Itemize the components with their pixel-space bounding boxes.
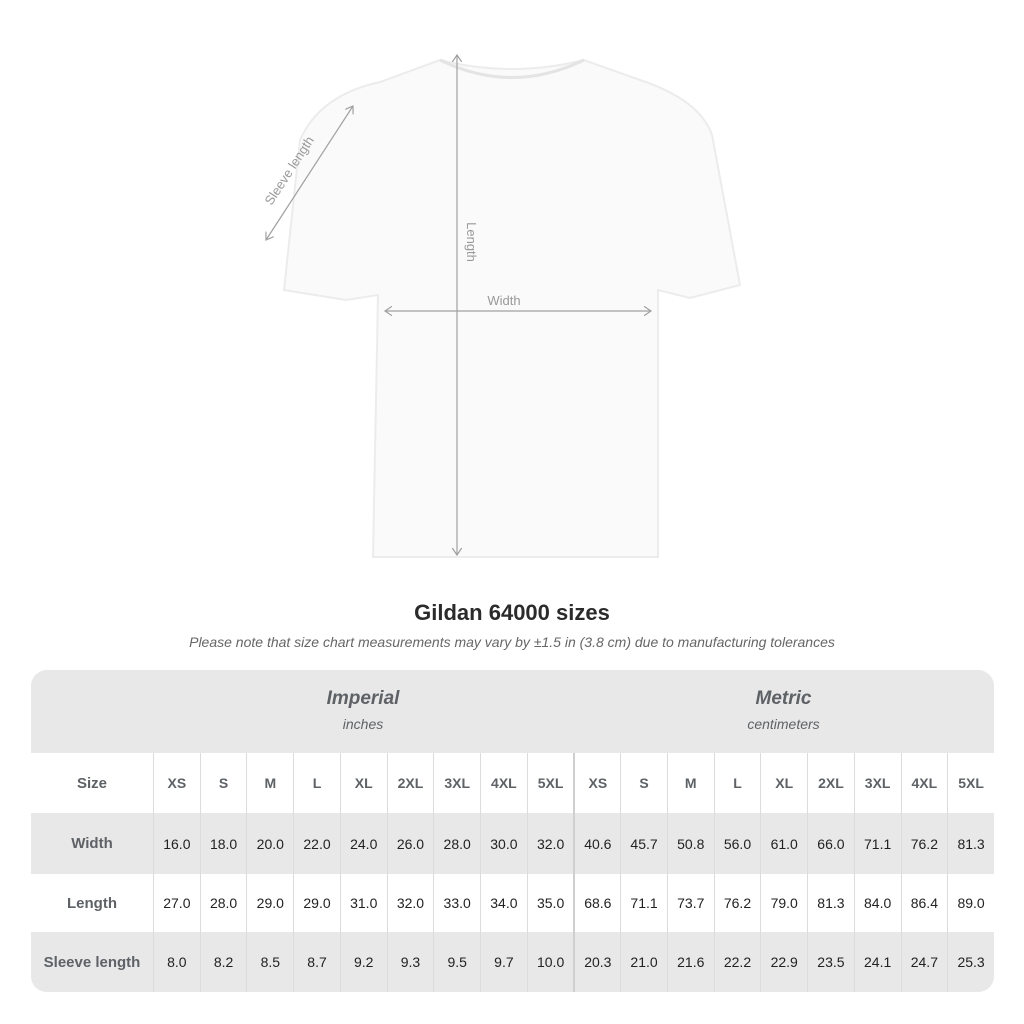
value-cell: 71.1 <box>853 813 901 874</box>
value-cell: 20.0 <box>246 813 293 874</box>
size-header-cell: 2XL <box>386 753 434 813</box>
size-header-cell: 5XL <box>526 753 574 813</box>
sleeve-arrow <box>266 106 353 240</box>
row-label: Width <box>71 835 113 852</box>
value-cell: 21.0 <box>620 932 667 992</box>
value-cell: 50.8 <box>666 813 714 874</box>
value-cell: 86.4 <box>900 874 948 932</box>
size-header-cell: M <box>666 753 714 813</box>
value-cell: 23.5 <box>807 932 854 992</box>
value-cell: 31.0 <box>339 874 387 932</box>
value-cell: 32.0 <box>386 874 434 932</box>
tshirt-shape <box>282 58 742 558</box>
value-cell: 71.1 <box>620 874 667 932</box>
size-header-cell: 4XL <box>480 753 527 813</box>
value-cell: 76.2 <box>713 874 761 932</box>
page-title: Gildan 64000 sizes <box>414 600 610 625</box>
row-label: Size <box>76 774 107 792</box>
value-cell: 22.2 <box>713 932 761 992</box>
value-cell: 79.0 <box>760 874 807 932</box>
tshirt-diagram: Sleeve length Length Width <box>261 0 742 558</box>
value-cell: 84.0 <box>853 874 901 932</box>
size-header-cell: XS <box>153 753 200 813</box>
size-header-cell: 5XL <box>947 753 994 813</box>
value-cell: 28.0 <box>199 874 247 932</box>
size-header-cell: XL <box>339 753 387 813</box>
value-cell: 28.0 <box>433 813 480 874</box>
width-label: Width <box>487 293 520 308</box>
value-cell: 25.3 <box>947 932 994 992</box>
value-cell: 35.0 <box>526 874 574 932</box>
value-cell: 27.0 <box>153 874 200 932</box>
imperial-unit: inches <box>342 716 384 732</box>
size-table: Imperial inches Metric centimeters Size X… <box>31 670 994 992</box>
metric-label: Metric <box>755 688 812 709</box>
value-cell: 29.0 <box>246 874 293 932</box>
table-row: Sleeve length 8.0 8.2 8.5 8.7 9.2 9.3 9.5 9.7 10.… <box>31 932 994 992</box>
value-cell: 45.7 <box>620 813 667 874</box>
value-cell: 32.0 <box>526 813 574 874</box>
value-cell: 30.0 <box>480 813 527 874</box>
value-cell: 81.3 <box>807 874 854 932</box>
size-header-cell: M <box>246 753 293 813</box>
size-header-cell: 3XL <box>853 753 901 813</box>
value-cell: 22.9 <box>760 932 807 992</box>
value-cell: 9.3 <box>386 932 434 992</box>
value-cell: 9.2 <box>339 932 387 992</box>
value-cell: 24.7 <box>900 932 948 992</box>
value-cell: 33.0 <box>433 874 480 932</box>
value-cell: 26.0 <box>386 813 434 874</box>
value-cell: 8.2 <box>199 932 247 992</box>
table-row: Width 16.0 18.0 20.0 22.0 24.0 26.0 28.0 30.0 32.… <box>31 813 994 874</box>
value-cell: 76.2 <box>900 813 948 874</box>
row-label: Sleeve length <box>43 953 141 971</box>
value-cell: 56.0 <box>713 813 761 874</box>
value-cell: 10.0 <box>526 932 574 992</box>
value-cell: 21.6 <box>666 932 714 992</box>
value-cell: 29.0 <box>293 874 340 932</box>
size-header-row: Size XS S M L XL 2XL 3XL 4XL 5XL XS S M L XL 2XL 3XL 4XL 5… <box>31 753 994 813</box>
size-header-cell: 2XL <box>807 753 854 813</box>
value-cell: 18.0 <box>199 813 247 874</box>
size-header-cell: 3XL <box>433 753 480 813</box>
size-header-cell: L <box>713 753 761 813</box>
value-cell: 9.7 <box>480 932 527 992</box>
size-header-cell: XL <box>760 753 807 813</box>
value-cell: 89.0 <box>947 874 994 932</box>
value-cell: 81.3 <box>947 813 994 874</box>
size-header-cell: 4XL <box>900 753 948 813</box>
size-header-cell: S <box>620 753 667 813</box>
size-header-cell: L <box>293 753 340 813</box>
value-cell: 8.7 <box>293 932 340 992</box>
value-cell: 22.0 <box>293 813 340 874</box>
value-cell: 66.0 <box>807 813 854 874</box>
value-cell: 24.0 <box>339 813 387 874</box>
value-cell: 8.0 <box>153 932 200 992</box>
value-cell: 24.1 <box>853 932 901 992</box>
row-label: Length <box>67 894 117 912</box>
value-cell: 34.0 <box>480 874 527 932</box>
size-header-cell: S <box>199 753 247 813</box>
value-cell: 40.6 <box>573 813 620 874</box>
imperial-label: Imperial <box>326 688 400 709</box>
value-cell: 8.5 <box>246 932 293 992</box>
metric-unit: centimeters <box>747 716 820 732</box>
value-cell: 20.3 <box>573 932 620 992</box>
metric-header: Metric centimeters <box>573 670 994 753</box>
size-header-cell: XS <box>573 753 620 813</box>
length-label: Length <box>464 222 479 262</box>
value-cell: 68.6 <box>573 874 620 932</box>
value-cell: 61.0 <box>760 813 807 874</box>
tolerance-note: Please note that size chart measurements… <box>189 634 835 650</box>
value-cell: 16.0 <box>153 813 200 874</box>
value-cell: 73.7 <box>666 874 714 932</box>
value-cell: 9.5 <box>433 932 480 992</box>
table-row: Length 27.0 28.0 29.0 29.0 31.0 32.0 33.0 34.0 35… <box>31 874 994 932</box>
imperial-header: Imperial inches <box>153 670 573 753</box>
